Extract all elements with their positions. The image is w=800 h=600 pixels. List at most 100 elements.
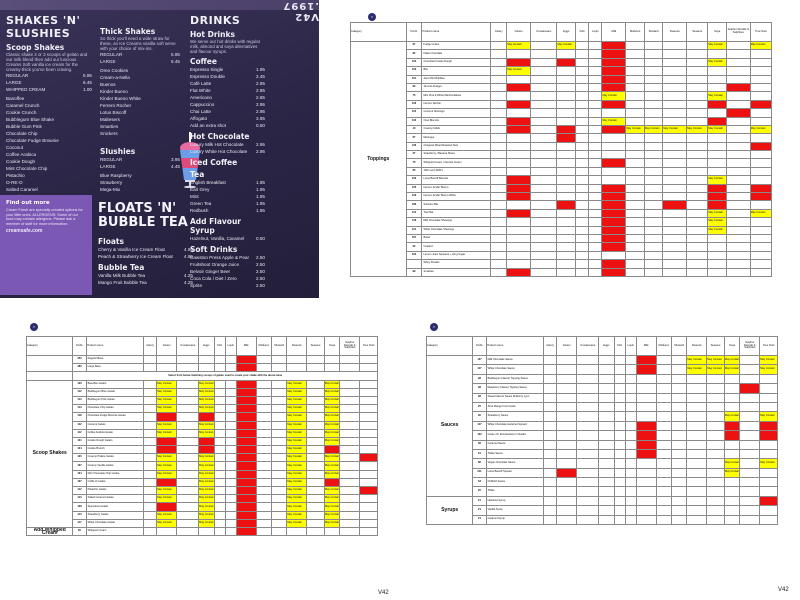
allergen-cell (643, 192, 664, 202)
menu-item-label: Green Tea (190, 201, 212, 206)
allergen-cell (670, 505, 688, 516)
allergen-cell (662, 242, 688, 252)
allergen-cell (662, 116, 688, 126)
allergen-cell (588, 208, 603, 219)
allergen-cell (306, 477, 325, 488)
brand-logo: ✦ (368, 13, 376, 21)
may-contain-cell: May Contain (323, 469, 341, 479)
allergen-cell (588, 108, 603, 118)
hot-drinks-desc: We serve our hot drinks with regular mil… (190, 39, 261, 54)
may-contain-cell: May Contain (286, 461, 308, 471)
allergen-cell (588, 192, 603, 202)
allergen-cell (176, 485, 200, 496)
allergen-cell (686, 448, 708, 460)
allergen-cell (686, 225, 709, 236)
column-header: Celery (142, 336, 158, 356)
product-name-cell: White Chocolate Hazelnut Spread (485, 420, 545, 432)
allergen-cell (156, 363, 178, 373)
product-name-cell: Custard (421, 242, 492, 252)
contains-allergen-cell (759, 420, 778, 432)
kcal-cell: 117 (472, 420, 487, 432)
allergen-cell (670, 467, 688, 479)
may-contain-cell: May Contain (706, 364, 725, 375)
may-contain-cell: May Contain (723, 364, 741, 375)
slushie-items: Blue Raspberry Strawberry Mega-Mix (100, 172, 180, 193)
may-contain-cell: May Contain (156, 453, 178, 463)
allergen-cell (359, 461, 378, 471)
kcal-cell: 167 (405, 233, 423, 244)
contains-allergen-cell (359, 453, 378, 463)
may-contain-cell: May Contain (506, 40, 532, 51)
menu-item: Redbush 1.95 (190, 207, 265, 214)
allergen-cell (598, 458, 615, 469)
allergen-cell (655, 514, 672, 526)
allergen-cell (542, 505, 558, 516)
column-header: KCAL (405, 22, 423, 42)
allergen-cell (624, 354, 637, 366)
menu-item-price: 2.65 (256, 95, 265, 100)
contains-allergen-cell (506, 208, 532, 219)
column-header: Molluscs (255, 336, 272, 356)
menu-item: Coca Cola / Diet / Zero 2.50 (190, 275, 265, 282)
contains-allergen-cell (739, 383, 761, 394)
allergen-cell (686, 200, 709, 210)
may-contain-cell: May Contain (723, 411, 741, 422)
allergen-cell (749, 217, 773, 227)
kcal-cell: 117 (72, 518, 87, 528)
allergen-cell (255, 494, 272, 504)
allergen-cell (643, 91, 664, 101)
allergen-cell (556, 420, 578, 432)
contains-allergen-cell (156, 436, 178, 447)
flavour-item: Chocolate Fudge Brownie (6, 138, 59, 143)
allergen-cell (270, 445, 288, 455)
table-row: 25 Strut Mango Fruit Coulis (427, 401, 778, 413)
allergen-cell (176, 510, 200, 520)
contains-allergen-cell (235, 477, 257, 488)
allergen-cell (613, 401, 626, 413)
iced-coffee-title: Iced Coffee (190, 158, 238, 167)
allergen-cell (707, 250, 727, 261)
allergen-cell (556, 150, 577, 160)
menu-item-price: 4.95 (184, 254, 193, 259)
product-name-cell: Flake Chocolate (421, 49, 492, 59)
allergen-cell (506, 150, 532, 160)
allergen-cell (255, 502, 272, 512)
allergen-cell (255, 518, 272, 528)
allergen-cell (556, 495, 578, 507)
product-name-cell: Toffee (485, 486, 545, 497)
allergen-cell (686, 467, 708, 479)
allergen-cell (723, 383, 741, 394)
may-contain-cell: May Contain (662, 124, 688, 135)
find-out-url[interactable]: creamsafe.com (6, 228, 43, 235)
table-row: Add Whipped Cream 60 Whipped Cream (25, 526, 378, 537)
product-name-cell: Twix Bar (421, 208, 492, 219)
kcal-cell: 163 (405, 57, 423, 68)
allergen-cell (142, 477, 158, 488)
allergen-cell (575, 82, 590, 93)
allergen-cell (575, 49, 590, 59)
allergen-cell (556, 430, 578, 441)
allergen-cell (556, 166, 577, 177)
kcal-cell: 85 (405, 166, 423, 177)
product-name-cell: Whey Powder (421, 259, 492, 269)
menu-item-label: English Breakfast (190, 180, 226, 185)
allergen-cell (270, 461, 288, 471)
hot-chocolate-title: Hot Chocolate (190, 132, 250, 141)
allergen-cell (506, 259, 532, 269)
table-row: 85 100's and 1000's (351, 166, 773, 177)
allergen-cell (142, 526, 158, 537)
product-name-cell: Snickers Bar (421, 200, 492, 210)
allergen-cell (655, 383, 672, 394)
allergen-cell (655, 439, 672, 450)
may-contain-cell: May Contain (198, 404, 215, 414)
may-contain-cell: May Contain (286, 518, 308, 528)
allergen-cell (749, 158, 773, 168)
allergen-cell (643, 99, 664, 110)
product-name-cell: White Chocolate Shavings (421, 225, 492, 236)
allergen-cell (213, 428, 226, 438)
kcal-cell: 106 (72, 379, 87, 389)
allergen-cell (686, 250, 709, 261)
contains-allergen-cell (601, 66, 627, 76)
contains-allergen-cell (601, 259, 627, 269)
allergen-cell (359, 387, 378, 397)
